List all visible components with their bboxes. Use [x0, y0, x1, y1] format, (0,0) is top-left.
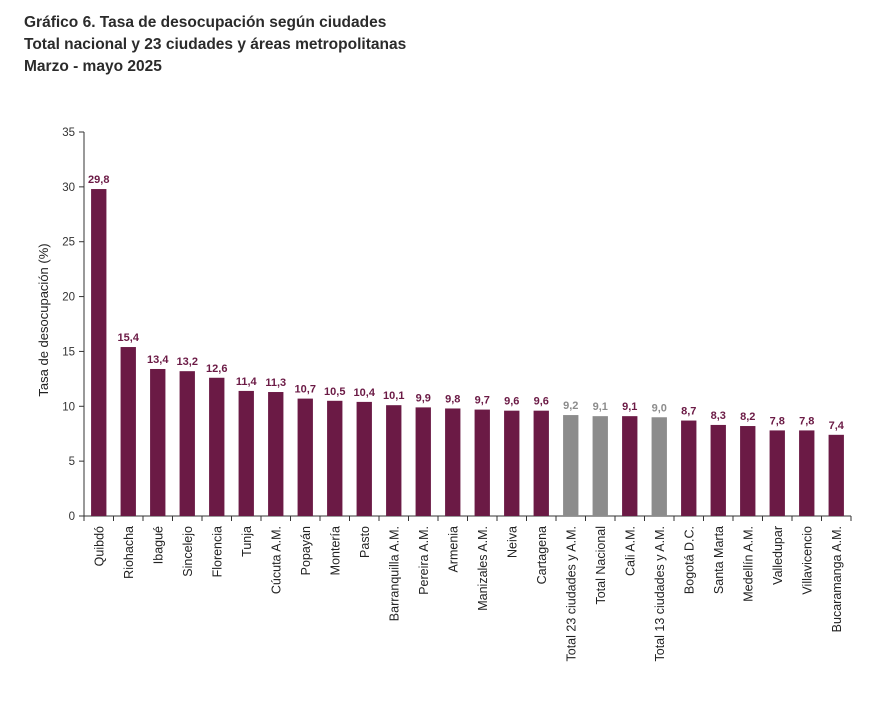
y-tick-label: 35	[62, 127, 75, 139]
category-label: Florencia	[210, 526, 224, 577]
category-label: Armenia	[446, 526, 460, 573]
category-label: Cúcuta A.M.	[269, 526, 283, 594]
data-label: 13,2	[177, 356, 198, 368]
data-label: 29,8	[88, 174, 109, 186]
y-tick-label: 15	[62, 346, 75, 358]
category-label: Neiva	[505, 526, 519, 558]
category-label: Quibdó	[92, 526, 106, 566]
data-label: 9,6	[504, 396, 519, 408]
category-label: Montería	[328, 526, 342, 575]
chart-subtitle-2: Marzo - mayo 2025	[24, 58, 162, 75]
data-label: 8,7	[681, 406, 696, 418]
category-label: Ibagué	[151, 526, 165, 564]
data-label: 12,6	[206, 363, 227, 375]
data-label: 9,1	[622, 401, 637, 413]
data-label: 11,4	[236, 376, 258, 388]
data-label: 10,1	[383, 390, 404, 402]
category-label: Popayán	[299, 526, 313, 575]
category-label: Cali A.M.	[623, 526, 637, 576]
chart-subtitle-1: Total nacional y 23 ciudades y áreas met…	[24, 36, 407, 53]
y-tick-label: 20	[62, 292, 75, 304]
bar	[356, 401, 372, 516]
category-label: Riohacha	[122, 526, 136, 579]
category-label: Total 23 ciudades y A.M.	[564, 526, 578, 662]
category-label: Sincelejo	[181, 526, 195, 577]
data-label: 9,9	[416, 392, 431, 404]
y-tick-label: 0	[69, 511, 75, 523]
data-label: 10,5	[324, 386, 345, 398]
data-label: 11,3	[265, 377, 286, 389]
bar	[710, 424, 726, 516]
y-tick-label: 10	[62, 401, 75, 413]
data-label: 9,0	[652, 402, 667, 414]
category-label: Cartagena	[535, 526, 549, 584]
data-label: 9,2	[563, 400, 578, 412]
y-axis-title: Tasa de desocupación (%)	[36, 243, 51, 396]
bar	[268, 392, 284, 516]
data-label: 9,1	[593, 401, 608, 413]
bar	[651, 417, 667, 516]
bar	[179, 371, 195, 516]
data-label: 10,4	[354, 387, 376, 399]
category-label: Bogotá D.C.	[682, 526, 696, 594]
bar	[238, 390, 254, 516]
bar	[445, 408, 461, 516]
data-label: 15,4	[118, 332, 140, 344]
data-label: 9,6	[534, 396, 549, 408]
data-label: 7,4	[829, 420, 845, 432]
bar	[563, 415, 579, 516]
data-label: 9,8	[445, 393, 460, 405]
y-tick-label: 25	[62, 237, 75, 249]
bar	[769, 430, 785, 516]
bar	[297, 398, 313, 516]
y-tick-label: 5	[69, 456, 75, 468]
bar	[533, 410, 549, 516]
data-label: 8,3	[711, 410, 726, 422]
bar	[120, 347, 136, 516]
category-label: Tunja	[240, 526, 254, 557]
category-label: Manizales A.M.	[476, 526, 490, 611]
y-tick-label: 30	[62, 182, 75, 194]
bar	[740, 426, 756, 516]
bar	[681, 420, 697, 516]
category-label: Total 13 ciudades y A.M.	[653, 526, 667, 662]
bar	[386, 405, 402, 516]
bar	[799, 430, 815, 516]
chart-title: Gráfico 6. Tasa de desocupación según ci…	[24, 14, 387, 31]
category-labels: Quibdó Riohacha Ibagué Sincelejo Florencia Tu…	[92, 526, 844, 662]
category-label: Valledupar	[771, 526, 785, 585]
bar	[91, 189, 107, 516]
bar	[828, 434, 844, 516]
bar	[592, 416, 608, 516]
category-label: Santa Marta	[712, 526, 726, 594]
bar	[622, 416, 638, 516]
bar	[504, 410, 520, 516]
bar	[150, 368, 166, 516]
data-label: 10,7	[295, 384, 316, 396]
category-label: Villavicencio	[800, 526, 814, 595]
data-label: 9,7	[475, 395, 490, 407]
bar	[415, 407, 431, 516]
bar	[474, 409, 490, 516]
y-axis-title-group: Tasa de desocupación (%)	[36, 243, 51, 396]
chart-title-block: Gráfico 6. Tasa de desocupación según ci…	[24, 12, 406, 78]
category-label: Pereira A.M.	[417, 526, 431, 595]
category-label: Total Nacional	[594, 526, 608, 605]
bar	[209, 377, 225, 516]
category-label: Bucaramanga A.M.	[830, 526, 844, 632]
category-label: Barranquilla A.M.	[387, 526, 401, 621]
category-label: Pasto	[358, 526, 372, 558]
category-label: Medellín A.M.	[741, 526, 755, 602]
data-label: 13,4	[147, 354, 169, 366]
data-labels: 29,8 15,4 13,4 13,2 12,6 11,4 11,3 10,7 10,5 10,4…	[88, 174, 845, 432]
data-label: 7,8	[770, 415, 785, 427]
data-label: 8,2	[740, 411, 755, 423]
data-label: 7,8	[799, 415, 814, 427]
bar	[327, 400, 343, 516]
bars	[91, 189, 844, 516]
